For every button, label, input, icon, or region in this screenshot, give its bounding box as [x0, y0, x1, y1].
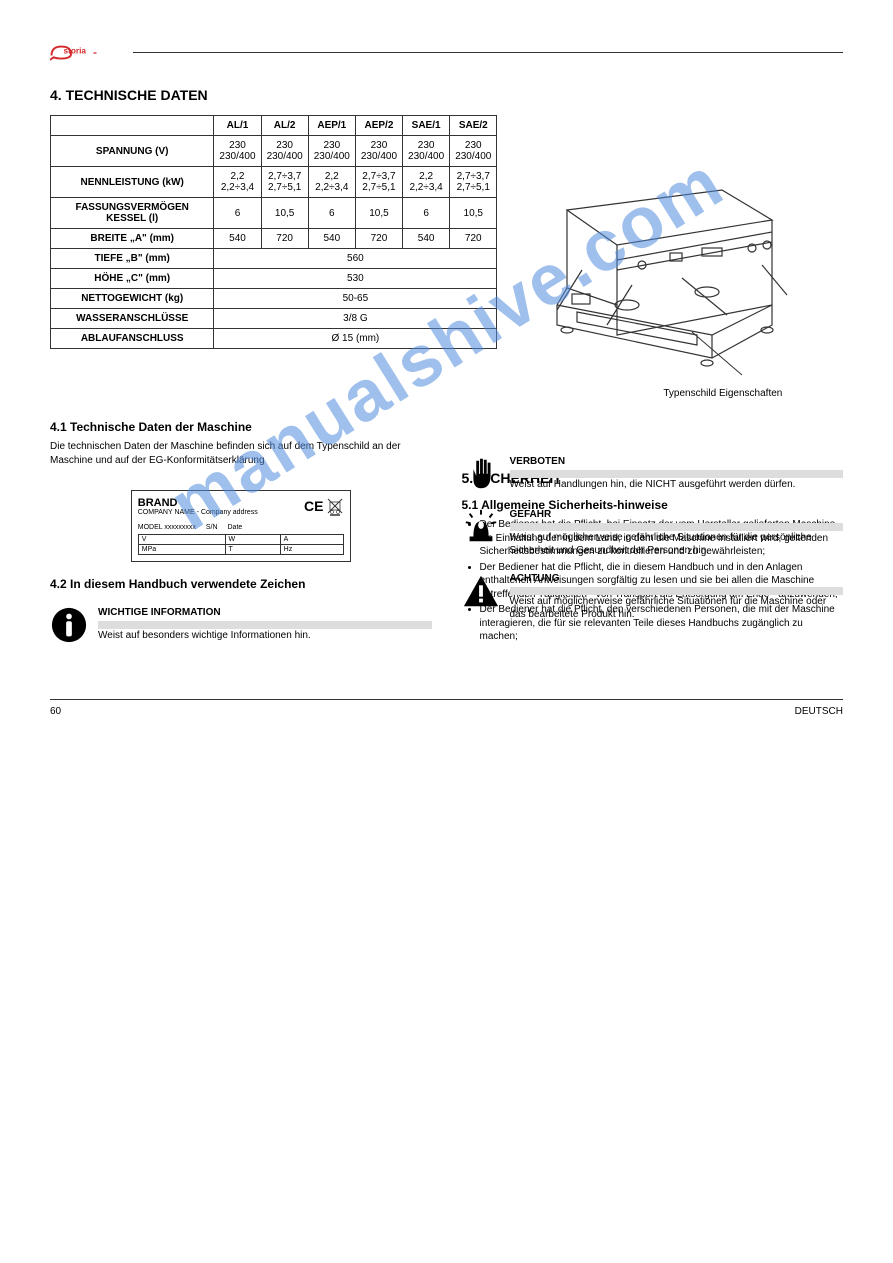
info-label: WICHTIGE INFORMATION — [98, 607, 221, 618]
plate-model: MODEL xxxxxxxxx — [138, 524, 196, 531]
footer-language: DEUTSCH — [795, 706, 843, 717]
plate-date: Date — [228, 524, 243, 531]
table-row: HÖHE „C" (mm) 530 — [51, 269, 497, 289]
danger-note-block: GEFAHR Weist auf möglicherweise gefährli… — [462, 508, 844, 557]
table-header-row: AL/1 AL/2 AEP/1 AEP/2 SAE/1 SAE/2 — [51, 116, 497, 136]
coffee-machine-illustration: Typenschild Eigenschaften — [512, 170, 792, 390]
plate-fields-table: V W A MPa T Hz — [138, 534, 344, 555]
danger-text: Weist auf möglicherweise gefährliche Sit… — [510, 531, 844, 557]
info-text: Weist auf besonders wichtige Information… — [98, 629, 432, 642]
forbidden-label: VERBOTEN — [510, 456, 566, 467]
page-footer: 60 DEUTSCH — [50, 699, 843, 717]
table-row: FASSUNGSVERMÖGEN KESSEL (l) 6 10,5 6 10,… — [51, 198, 497, 229]
info-icon — [50, 606, 88, 644]
page-number: 60 — [50, 706, 61, 717]
ce-weee-icon: CE — [304, 497, 344, 519]
hand-stop-icon — [462, 455, 500, 493]
svg-text:storia: storia — [64, 46, 87, 55]
danger-label: GEFAHR — [510, 509, 552, 520]
caution-note-block: ACHTUNG Weist auf möglicherweise gefährl… — [462, 572, 844, 621]
svg-text:CE: CE — [304, 498, 323, 514]
table-row: WASSERANSCHLÜSSE 3/8 G — [51, 309, 497, 329]
caution-label: ACHTUNG — [510, 573, 560, 584]
plate-brand: BRAND — [138, 497, 258, 509]
technical-data-table: AL/1 AL/2 AEP/1 AEP/2 SAE/1 SAE/2 SPANNU… — [50, 115, 497, 349]
plate-sn: S/N — [206, 524, 218, 531]
subsection-4-1-title: 4.1 Technische Daten der Maschine — [50, 420, 432, 434]
header-logo-row: storia — [50, 40, 843, 62]
forbidden-note-block: VERBOTEN Weist auf Handlungen hin, die N… — [462, 455, 844, 493]
alarm-icon — [462, 508, 500, 546]
section-4-title: 4. TECHNISCHE DATEN — [50, 87, 843, 103]
subsection-4-2-title: 4.2 In diesem Handbuch verwendete Zeiche… — [50, 577, 432, 591]
warning-triangle-icon — [462, 572, 500, 610]
plate-company: COMPANY NAME - Company address — [138, 509, 258, 517]
table-row: NETTOGEWICHT (kg) 50-65 — [51, 289, 497, 309]
caution-text: Weist auf möglicherweise gefährliche Sit… — [510, 595, 844, 621]
subsection-4-1-text: Die technischen Daten der Maschine befin… — [50, 440, 432, 467]
forbidden-text: Weist auf Handlungen hin, die NICHT ausg… — [510, 478, 844, 491]
table-row: TIEFE „B" (mm) 560 — [51, 249, 497, 269]
table-row: SPANNUNG (V) 230 230/400 230 230/400 230… — [51, 136, 497, 167]
table-row: BREITE „A" (mm) 540 720 540 720 540 720 — [51, 229, 497, 249]
type-plate-figure: BRAND COMPANY NAME - Company address CE — [131, 490, 351, 562]
brand-logo: storia — [50, 40, 125, 62]
table-row: ABLAUFANSCHLUSS Ø 15 (mm) — [51, 329, 497, 349]
figure-caption: Typenschild Eigenschaften — [663, 388, 782, 400]
table-row: NENNLEISTUNG (kW) 2,2 2,2÷3,4 2,7÷3,7 2,… — [51, 167, 497, 198]
info-note-block: WICHTIGE INFORMATION Weist auf besonders… — [50, 606, 432, 644]
